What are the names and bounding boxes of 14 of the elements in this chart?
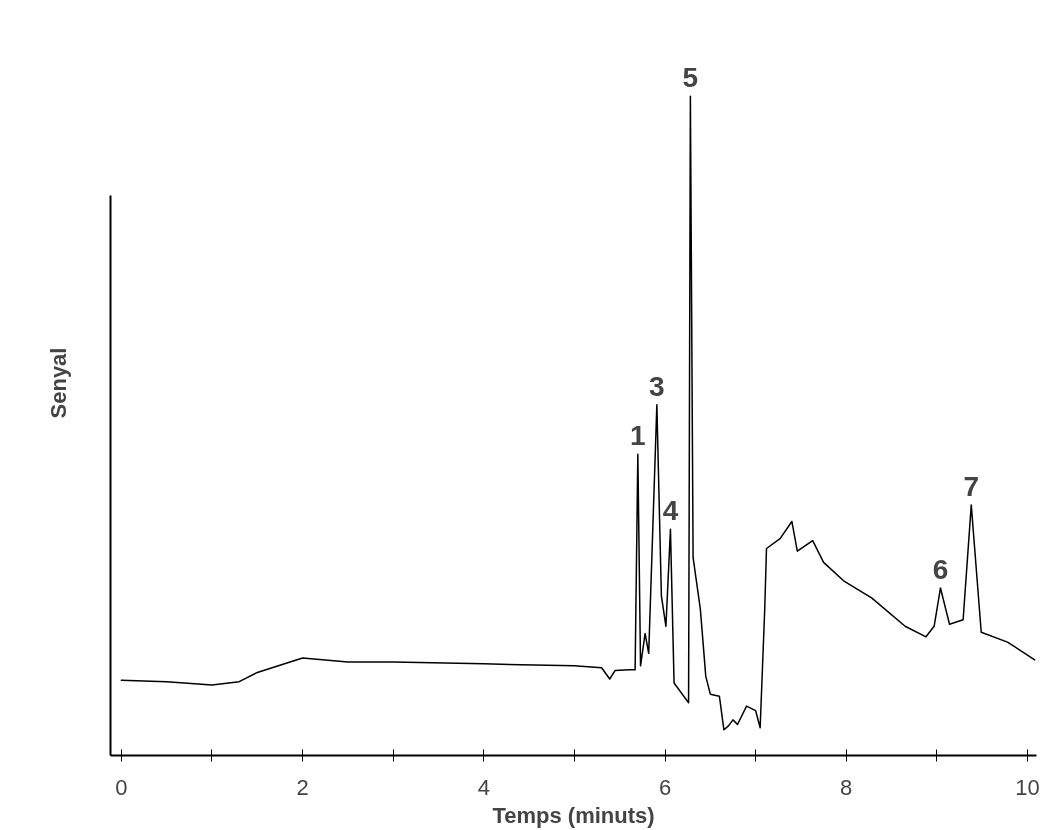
annotation: 4	[662, 495, 679, 527]
annotation: 6	[932, 554, 949, 586]
x-tick-label: 4	[477, 774, 490, 800]
annotation: 1	[630, 420, 646, 452]
annotation: 5	[682, 62, 699, 94]
annotation: 7	[963, 470, 980, 502]
x-tick-label: 0	[115, 774, 128, 800]
x-tick-label: 10	[1015, 774, 1040, 800]
x-tick-label: 6	[658, 774, 672, 800]
y-axis-title: Senyal	[45, 347, 71, 419]
x-axis-title: Temps (minuts)	[492, 802, 655, 828]
x-tick-label: 2	[296, 774, 309, 800]
annotation: 3	[649, 370, 665, 402]
x-tick-label: 8	[840, 774, 853, 800]
